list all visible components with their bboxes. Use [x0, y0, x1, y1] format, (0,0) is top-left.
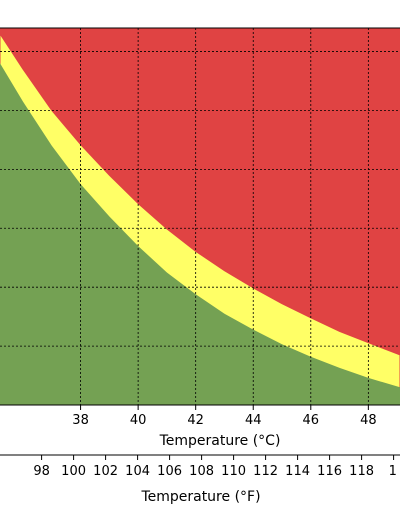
fahrenheit-tick-label: 118 — [349, 464, 374, 479]
plot-area — [0, 27, 400, 406]
fahrenheit-tick-label: 106 — [157, 464, 182, 479]
fahrenheit-tick-label: 114 — [285, 464, 310, 479]
celsius-tick-label: 44 — [245, 413, 262, 428]
fahrenheit-tick-label: 112 — [253, 464, 278, 479]
fahrenheit-tick-label: 110 — [221, 464, 246, 479]
celsius-axis: 38 40 42 44 46 48 — [72, 405, 377, 428]
safe-zone — [0, 63, 400, 406]
celsius-tick-label: 38 — [72, 413, 89, 428]
fahrenheit-tick-label: 104 — [125, 464, 150, 479]
celsius-tick-label: 42 — [187, 413, 204, 428]
celsius-tick-label: 40 — [130, 413, 147, 428]
fahrenheit-tick-label: 98 — [33, 464, 50, 479]
fahrenheit-tick-label: 1 — [389, 464, 397, 479]
celsius-axis-label: Temperature (°C) — [159, 433, 281, 449]
fahrenheit-axis-label: Temperature (°F) — [140, 489, 260, 505]
celsius-tick-label: 48 — [360, 413, 377, 428]
fahrenheit-axis: 98 100 102 104 106 108 110 112 114 116 118 1 — [33, 455, 397, 479]
fahrenheit-tick-label: 116 — [317, 464, 342, 479]
fahrenheit-tick-label: 108 — [189, 464, 214, 479]
fahrenheit-tick-label: 102 — [93, 464, 118, 479]
fahrenheit-tick-label: 100 — [61, 464, 86, 479]
celsius-tick-label: 46 — [303, 413, 320, 428]
